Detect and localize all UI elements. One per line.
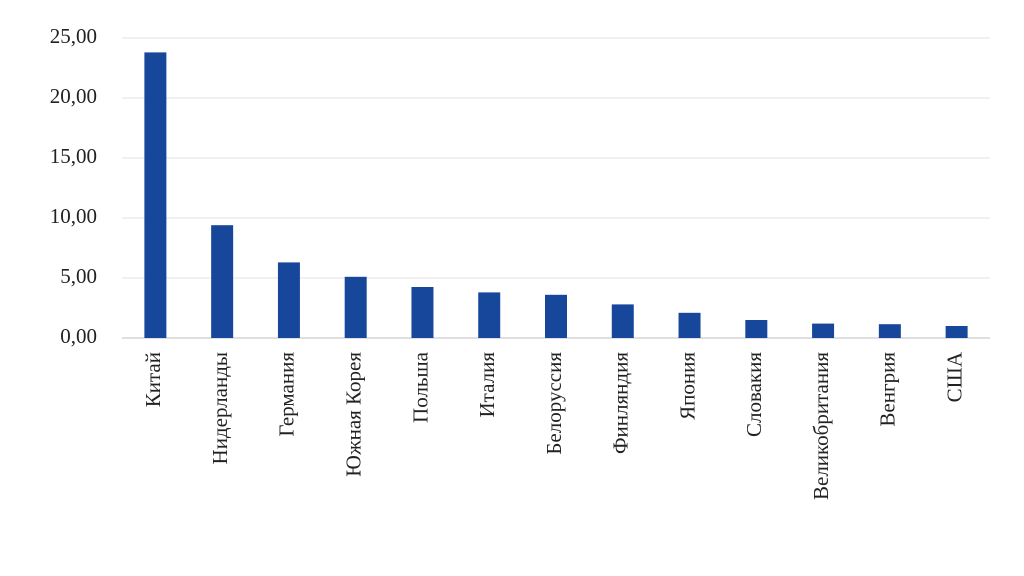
x-tick-label: Великобритания: [809, 352, 833, 500]
x-tick-label: Финляндия: [609, 352, 633, 454]
y-tick-label: 10,00: [50, 204, 97, 228]
bar: [411, 287, 434, 338]
x-tick-label: Китай: [141, 352, 165, 407]
bar: [745, 320, 768, 338]
x-tick-label: Польша: [408, 351, 432, 423]
y-tick-label: 0,00: [60, 324, 97, 348]
x-tick-label: Венгрия: [876, 352, 900, 427]
x-tick-label: Италия: [475, 352, 499, 418]
bar: [945, 326, 968, 338]
y-tick-label: 5,00: [60, 264, 97, 288]
x-tick-label: Словакия: [742, 352, 766, 437]
bar: [678, 312, 701, 338]
x-tick-label: Германия: [275, 352, 299, 437]
x-tick-label: Япония: [675, 352, 699, 420]
bar: [144, 52, 167, 339]
y-tick-label: 25,00: [50, 24, 97, 48]
y-tick-label: 20,00: [50, 84, 97, 108]
x-tick-label: США: [942, 351, 966, 402]
bar: [478, 292, 501, 338]
bar: [878, 324, 901, 338]
y-tick-label: 15,00: [50, 144, 97, 168]
bar: [344, 276, 367, 338]
x-tick-label: Нидерланды: [208, 352, 232, 464]
bar: [211, 225, 234, 338]
x-tick-label: Белоруссия: [542, 352, 566, 455]
bar: [277, 262, 300, 338]
x-tick-label: Южная Корея: [342, 352, 366, 477]
bar: [611, 304, 634, 338]
bar: [812, 323, 835, 338]
bar: [545, 294, 567, 338]
